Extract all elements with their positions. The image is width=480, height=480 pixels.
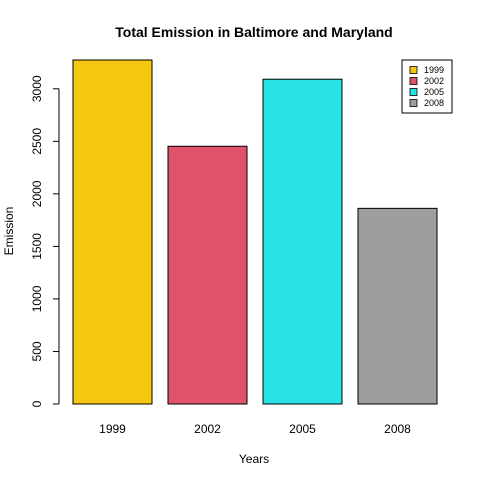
x-tick-label: 2008 [384,422,411,436]
legend-swatch [409,66,418,74]
legend-swatch [409,88,418,96]
legend-swatch [409,99,418,107]
y-axis: 0 500 1000 1500 2000 2500 3000 [30,75,60,407]
bar-2002 [167,145,248,405]
x-tick-label: 2002 [194,422,221,436]
chart-title: Total Emission in Baltimore and Maryland [115,24,392,40]
y-tick-label: 1000 [30,285,44,312]
legend-label: 2002 [424,76,444,86]
legend-swatch [409,77,418,85]
bar-1999 [72,59,153,405]
y-tick-label: 2000 [30,180,44,207]
x-tick-label: 1999 [99,422,126,436]
y-axis-label: Emission [2,207,16,256]
y-tick-label: 0 [30,400,44,407]
x-tick-label: 2005 [289,422,316,436]
y-tick-label: 2500 [30,128,44,155]
bar-2008 [357,207,438,405]
legend-label: 2005 [424,87,444,97]
bars-group [72,59,438,405]
bar-2005 [262,78,343,405]
y-tick-label: 3000 [30,75,44,102]
y-tick-label: 500 [30,341,44,361]
legend-label: 1999 [424,65,444,75]
x-tick-labels: 1999 2002 2005 2008 [99,422,411,436]
x-axis-label: Years [239,452,269,466]
legend-label: 2008 [424,98,444,108]
y-tick-label: 1500 [30,233,44,260]
